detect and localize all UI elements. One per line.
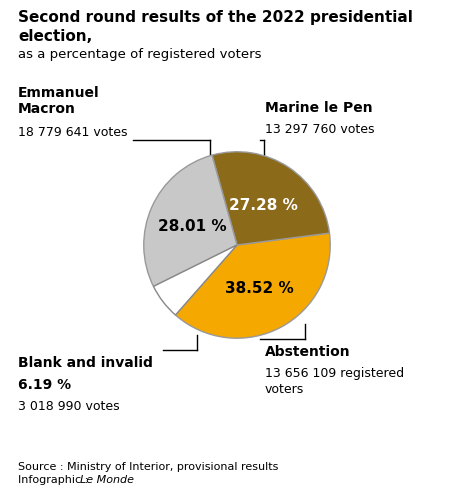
Text: 6.19 %: 6.19 % [18,378,71,392]
Text: Blank and invalid: Blank and invalid [18,356,153,370]
Text: 3 018 990 votes: 3 018 990 votes [18,400,119,413]
Text: Second round results of the 2022 presidential
election,: Second round results of the 2022 preside… [18,10,413,44]
Wedge shape [175,233,330,339]
Wedge shape [212,152,329,245]
Text: Infographic :: Infographic : [18,474,92,484]
Text: 38.52 %: 38.52 % [226,281,294,296]
Text: Emmanuel
Macron: Emmanuel Macron [18,85,100,116]
Text: 13 297 760 votes: 13 297 760 votes [265,122,374,135]
Wedge shape [154,245,237,315]
Text: 28.01 %: 28.01 % [158,218,227,233]
Text: Marine le Pen: Marine le Pen [265,100,373,114]
Text: 27.28 %: 27.28 % [229,198,298,212]
Text: as a percentage of registered voters: as a percentage of registered voters [18,48,262,61]
Wedge shape [144,156,237,287]
Text: Source : Ministry of Interior, provisional results: Source : Ministry of Interior, provision… [18,461,278,471]
Text: 13 656 109 registered
voters: 13 656 109 registered voters [265,367,404,395]
Text: Le Monde: Le Monde [80,474,134,484]
Text: Abstention: Abstention [265,345,351,359]
Text: 18 779 641 votes: 18 779 641 votes [18,125,128,138]
